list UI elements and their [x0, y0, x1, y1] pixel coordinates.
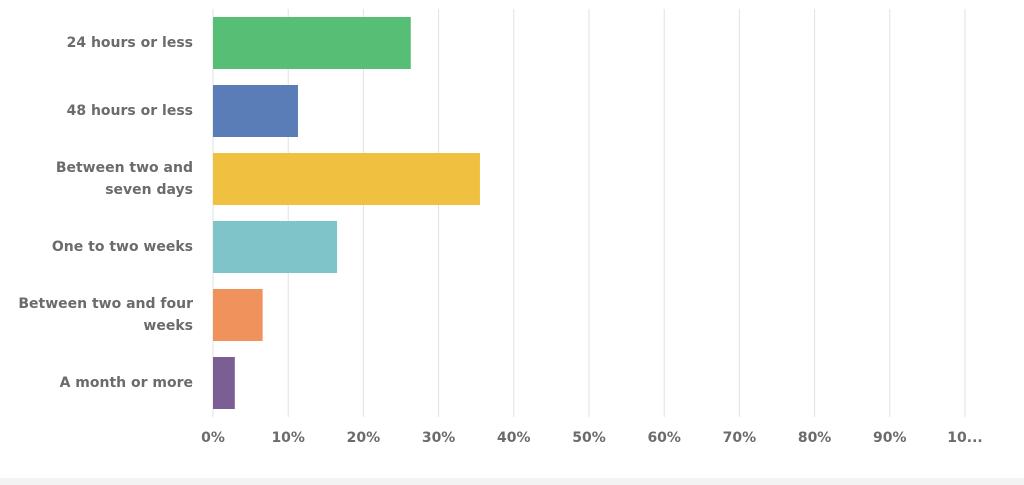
x-tick-label: 60%: [647, 430, 681, 446]
x-tick-label: 0%: [201, 430, 225, 446]
x-tick-label: 10...: [947, 430, 982, 446]
x-tick-label: 90%: [873, 430, 907, 446]
category-label: 48 hours or less: [66, 103, 193, 119]
x-tick-label: 10%: [271, 430, 305, 446]
bar: [213, 289, 263, 341]
bar: [213, 221, 338, 273]
category-label: 24 hours or less: [66, 35, 193, 51]
bar: [213, 153, 480, 205]
category-label: A month or more: [59, 375, 193, 391]
x-tick-label: 40%: [497, 430, 531, 446]
x-tick-label: 70%: [723, 430, 757, 446]
bar: [213, 357, 235, 409]
category-label: Between two and seven days: [55, 160, 193, 198]
bar: [213, 17, 411, 69]
x-tick-label: 80%: [798, 430, 832, 446]
x-tick-label: 30%: [422, 430, 456, 446]
category-label: Between two and four weeks: [18, 296, 193, 334]
x-tick-label: 50%: [572, 430, 606, 446]
x-tick-label: 20%: [347, 430, 381, 446]
bar: [213, 85, 298, 137]
category-label: One to two weeks: [51, 239, 193, 255]
footer-strip: [0, 478, 1024, 485]
